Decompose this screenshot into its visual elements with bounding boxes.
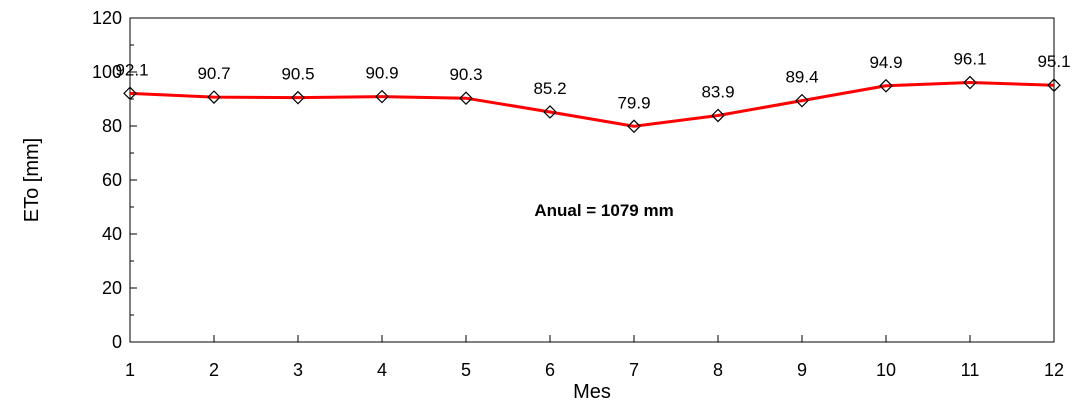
x-tick-label: 8: [713, 360, 723, 380]
x-tick-label: 10: [876, 360, 896, 380]
data-value-label: 89.4: [785, 68, 818, 87]
x-tick-label: 9: [797, 360, 807, 380]
data-value-label: 96.1: [953, 50, 986, 69]
data-value-label: 94.9: [869, 53, 902, 72]
series-line: [129, 81, 1055, 128]
y-axis-title: ETo [mm]: [21, 138, 43, 222]
data-point-marker: [375, 89, 389, 104]
x-tick-label: 11: [961, 360, 980, 380]
x-tick-label: 1: [125, 360, 135, 380]
y-tick-label: 60: [102, 170, 122, 190]
data-point-marker: [1047, 78, 1061, 93]
data-point-marker: [963, 75, 977, 90]
x-tick-label: 6: [545, 360, 555, 380]
data-value-label: 95.1: [1037, 52, 1070, 71]
data-value-label: 90.9: [365, 64, 398, 83]
x-tick-label: 3: [293, 360, 303, 380]
x-tick-label: 7: [629, 360, 639, 380]
x-axis-ticks: 1 2 3 4 5 6 7 8 9 10 11 12: [125, 335, 1064, 380]
data-point-marker: [711, 108, 725, 123]
data-value-label: 90.7: [197, 64, 230, 83]
x-tick-label: 2: [209, 360, 219, 380]
data-value-label: 92.1: [115, 60, 148, 79]
plot-frame: [129, 17, 1055, 343]
y-tick-label: 80: [102, 116, 122, 136]
y-tick-label: 20: [102, 278, 122, 298]
data-point-marker: [459, 91, 473, 106]
data-point-marker: [627, 119, 641, 134]
data-labels: 92.1 90.7 90.5 90.9 90.3 85.2 79.9 83.9 89.4 94.9…: [115, 50, 1070, 113]
data-point-marker: [291, 90, 305, 105]
y-tick-label: 100: [92, 62, 122, 82]
data-value-label: 90.5: [281, 65, 314, 84]
eto-series: [123, 75, 1061, 134]
data-point-marker: [123, 86, 137, 101]
data-value-label: 85.2: [533, 79, 566, 98]
data-value-label: 83.9: [701, 82, 734, 101]
data-point-marker: [879, 78, 893, 93]
data-value-label: 90.3: [449, 65, 482, 84]
x-tick-label: 12: [1044, 360, 1064, 380]
annual-total-annotation: Anual = 1079 mm: [534, 201, 673, 220]
data-point-marker: [207, 90, 221, 104]
y-axis-ticks: 0 20 40 60 80 100 120: [92, 8, 137, 352]
data-point-marker: [795, 93, 809, 108]
x-tick-label: 5: [461, 360, 471, 380]
data-value-label: 79.9: [617, 93, 650, 112]
y-tick-label: 0: [112, 332, 122, 352]
x-axis-title: Mes: [573, 381, 611, 402]
y-tick-label: 120: [92, 8, 122, 28]
x-tick-label: 4: [377, 360, 387, 380]
data-point-marker: [543, 105, 557, 119]
y-tick-label: 40: [102, 224, 122, 244]
